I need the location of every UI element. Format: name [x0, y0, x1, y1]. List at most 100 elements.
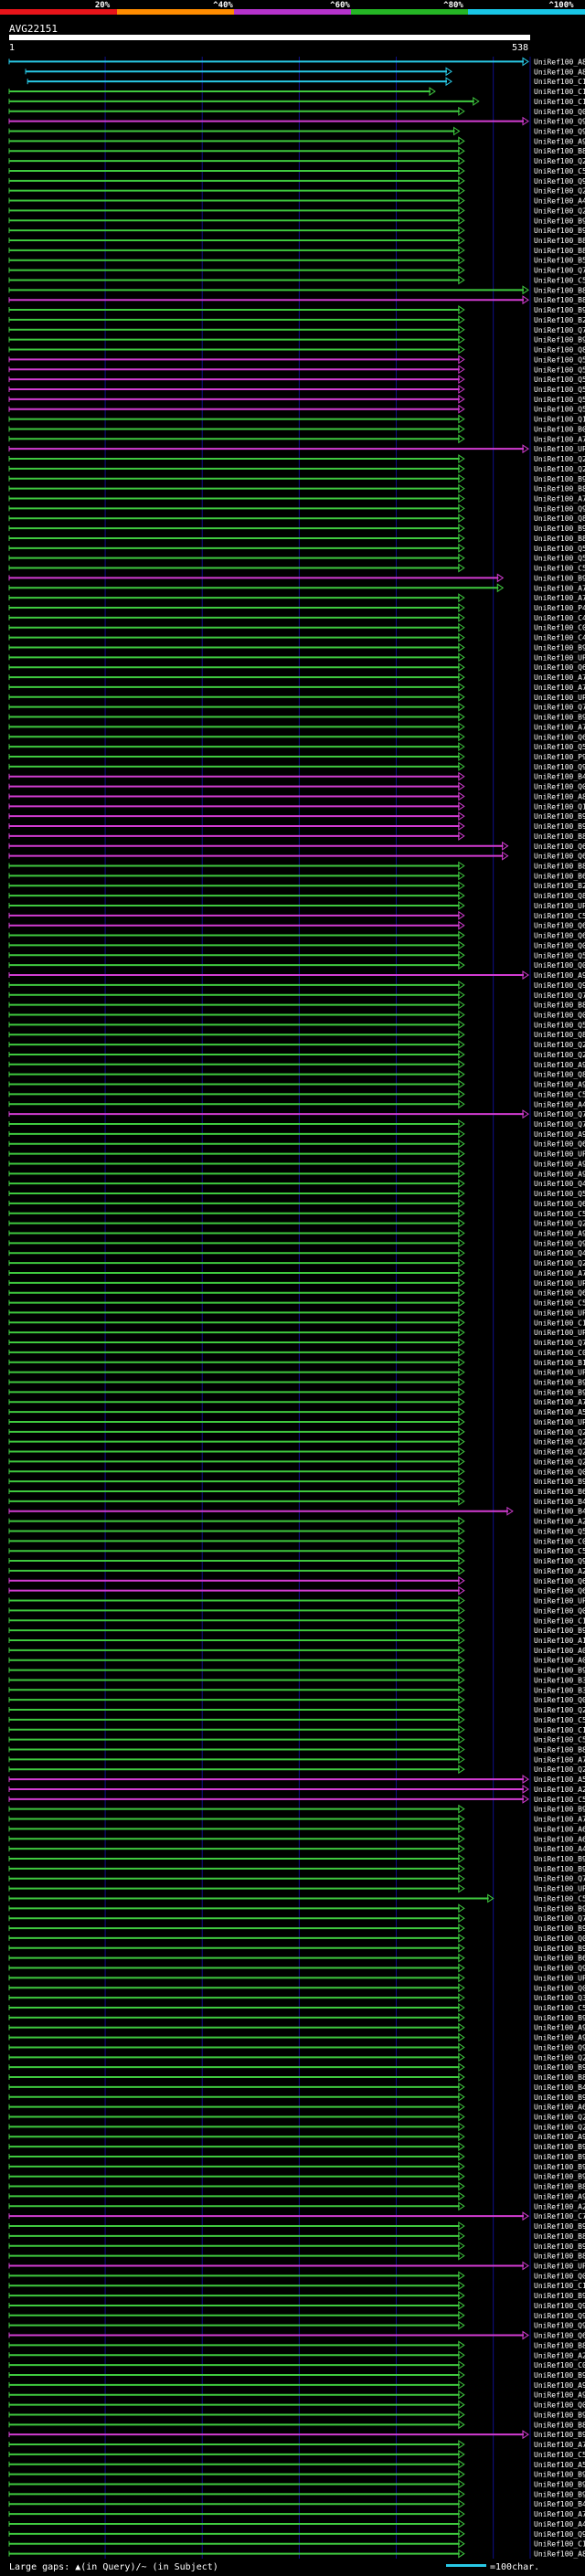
alignment-row[interactable]: UniRef100_C5WME1 — [8, 2449, 585, 2459]
alignment-row[interactable]: UniRef100_B8A8F8 — [8, 295, 585, 304]
row-label[interactable]: UniRef100_A7NUC8 — [534, 2510, 585, 2518]
row-label[interactable]: UniRef100_A9SX27 — [534, 1160, 585, 1168]
row-label[interactable]: UniRef100_A7P6J7 — [534, 1269, 585, 1277]
row-label[interactable]: UniRef100_A7PFK0 — [534, 1398, 585, 1406]
alignment-row[interactable]: UniRef100_B5B0E0 — [8, 255, 585, 265]
alignment-row[interactable]: UniRef100_Q6FQ04 — [8, 1139, 585, 1149]
alignment-row[interactable]: UniRef100_B9FWB1 — [8, 811, 585, 821]
alignment-row[interactable]: UniRef100_B9SGP5 — [8, 1863, 585, 1873]
alignment-row[interactable]: UniRef100_A7J9L8 — [8, 434, 585, 443]
row-label[interactable]: UniRef100_Q0D6S3 — [534, 1011, 585, 1019]
alignment-row[interactable]: UniRef100_Q7XN58 — [8, 1873, 585, 1883]
alignment-row[interactable]: UniRef100_C1E3M3 — [8, 2281, 585, 2290]
row-label[interactable]: UniRef100_Q0JD65 — [534, 961, 585, 970]
alignment-row[interactable]: UniRef100_C5X6W2 — [8, 1714, 585, 1724]
row-label[interactable]: UniRef100_A7J9L8 — [534, 435, 585, 443]
alignment-row[interactable]: UniRef100_A9S5N1 — [8, 2022, 585, 2032]
row-label[interactable]: UniRef100_Q93VD3 — [534, 127, 585, 135]
row-label[interactable]: UniRef100_Q7XL61 — [534, 991, 585, 1000]
alignment-row[interactable]: UniRef100_Q5Y383 — [8, 543, 585, 553]
row-label[interactable]: UniRef100_A2Z1D6 — [534, 1518, 585, 1526]
alignment-row[interactable]: UniRef100_B8AMV9 — [8, 831, 585, 841]
row-label[interactable]: UniRef100_B9N616 — [534, 525, 585, 533]
alignment-row[interactable]: UniRef100_Q9FY33 — [8, 116, 585, 126]
alignment-row[interactable]: UniRef100_Q93VD4 — [8, 175, 585, 186]
row-label[interactable]: UniRef100_A4S8B3 — [534, 1100, 585, 1108]
alignment-row[interactable]: UniRef100_A7J9L7 — [8, 593, 585, 602]
row-label[interactable]: UniRef100_UP1000... — [534, 653, 585, 662]
alignment-row[interactable]: UniRef100_C1FG96 — [8, 96, 585, 106]
row-label[interactable]: UniRef100_Q94G28 — [534, 763, 585, 771]
row-label[interactable]: UniRef100_Q94G14 — [534, 504, 585, 513]
row-label[interactable]: UniRef100_C5YUJ8 — [534, 1736, 585, 1744]
row-label[interactable]: UniRef100_Q5Y383 — [534, 545, 585, 553]
row-label[interactable]: UniRef100_Q5XCY5 — [534, 743, 585, 751]
alignment-row[interactable]: UniRef100_Q5Y167 — [8, 394, 585, 404]
row-label[interactable]: UniRef100_Q94HA4 — [534, 1965, 585, 1973]
row-label[interactable]: UniRef100_B9FWB1 — [534, 812, 585, 821]
row-label[interactable]: UniRef100_B1Q3W9 — [534, 1359, 585, 1367]
alignment-row[interactable]: UniRef100_UP1000... — [8, 692, 585, 702]
row-label[interactable]: UniRef100_B8A3Z3 — [534, 247, 585, 255]
row-label[interactable]: UniRef100_B9RBZ4 — [534, 2222, 585, 2231]
alignment-row[interactable]: UniRef100_B9P9Q7 — [8, 226, 585, 235]
row-label[interactable]: UniRef100_A7PLE5 — [534, 494, 585, 503]
alignment-row[interactable]: UniRef100_C1HPS8 — [8, 2539, 585, 2549]
alignment-row[interactable]: UniRef100_C1FFE1 — [8, 1318, 585, 1327]
alignment-row[interactable]: UniRef100_Q5YL09 — [8, 355, 585, 364]
row-label[interactable]: UniRef100_C1FMR3 — [534, 1617, 585, 1625]
row-label[interactable]: UniRef100_B9RMH6 — [534, 2094, 585, 2102]
row-label[interactable]: UniRef100_Q6YYK9 — [534, 2332, 585, 2340]
row-label[interactable]: UniRef100_B9P839 — [534, 2242, 585, 2251]
row-label[interactable]: UniRef100_Q2Z2C7 — [534, 187, 585, 196]
row-label[interactable]: UniRef100_Q7FBY4 — [534, 1110, 585, 1118]
alignment-row[interactable]: UniRef100_B8APC9 — [8, 2181, 585, 2191]
alignment-row[interactable]: UniRef100_B4FD86 — [8, 1506, 585, 1516]
row-label[interactable]: UniRef100_B9FGB6 — [534, 2371, 585, 2380]
row-label[interactable]: UniRef100_B8A3P6 — [534, 147, 585, 155]
alignment-row[interactable]: UniRef100_Q2TG33 — [8, 1258, 585, 1267]
alignment-row[interactable]: UniRef100_A2Z1D6 — [8, 1516, 585, 1526]
alignment-row[interactable]: UniRef100_Q2ZN27 — [8, 454, 585, 463]
alignment-row[interactable]: UniRef100_UP1000... — [8, 1973, 585, 1982]
alignment-row[interactable]: UniRef100_B9N616 — [8, 524, 585, 533]
row-label[interactable]: UniRef100_A1YKH1 — [534, 1637, 585, 1645]
row-label[interactable]: UniRef100_A7PNN8 — [534, 2441, 585, 2449]
row-label[interactable]: UniRef100_B9P9Q7 — [534, 227, 585, 235]
alignment-row[interactable]: UniRef100_A7PLE5 — [8, 493, 585, 503]
alignment-row[interactable]: UniRef100_A5BRJ8 — [8, 1407, 585, 1416]
alignment-row[interactable]: UniRef100_B8AS28 — [8, 2231, 585, 2241]
row-label[interactable]: UniRef100_B9FCV0 — [534, 475, 585, 483]
alignment-row[interactable]: UniRef100_Q03914 — [8, 1695, 585, 1704]
row-label[interactable]: UniRef100_A5B5J8 — [534, 1776, 585, 1784]
alignment-row[interactable]: UniRef100_B9H459 — [8, 216, 585, 225]
alignment-row[interactable]: UniRef100_Q2Z2C7 — [8, 186, 585, 196]
alignment-row[interactable]: UniRef100_C5X8H2 — [8, 910, 585, 920]
row-label[interactable]: UniRef100_Q1OGU2 — [534, 416, 585, 424]
row-label[interactable]: UniRef100_UP1000... — [534, 902, 585, 910]
alignment-row[interactable]: UniRef100_A2Y997 — [8, 1565, 585, 1575]
alignment-row[interactable]: UniRef100_B9FBH1 — [8, 2171, 585, 2181]
row-label[interactable]: UniRef100_Q5YGP8 — [534, 1021, 585, 1029]
row-label[interactable]: UniRef100_Q5Y383 — [534, 555, 585, 563]
row-label[interactable]: UniRef100_UP1000... — [534, 1309, 585, 1317]
row-label[interactable]: UniRef100_UP1000... — [534, 2262, 585, 2270]
row-label[interactable]: UniRef100_Q5Y384 — [534, 366, 585, 374]
row-label[interactable]: UniRef100_A9SZ03 — [534, 2133, 585, 2141]
alignment-row[interactable]: UniRef100_C5Y928 — [8, 563, 585, 573]
alignment-row[interactable]: UniRef100_C0PNH8 — [8, 2360, 585, 2369]
row-label[interactable]: UniRef100_B9GNL6 — [534, 2471, 585, 2479]
row-label[interactable]: UniRef100_A9SZS7 — [534, 1230, 585, 1238]
alignment-row[interactable]: UniRef100_Q7XL61 — [8, 990, 585, 1000]
alignment-row[interactable]: UniRef100_A9NW46 — [8, 2380, 585, 2390]
row-label[interactable]: UniRef100_C5X3X0 — [534, 1547, 585, 1555]
row-label[interactable]: UniRef100_C1FG96 — [534, 98, 585, 106]
row-label[interactable]: UniRef100_A7J9L7 — [534, 594, 585, 602]
row-label[interactable]: UniRef100_B9FTW1 — [534, 1627, 585, 1635]
alignment-row[interactable]: UniRef100_C1FMR3 — [8, 1616, 585, 1625]
alignment-row[interactable]: UniRef100_UP1000... — [8, 652, 585, 662]
row-label[interactable]: UniRef100_Q9FY33 — [534, 118, 585, 126]
alignment-row[interactable]: UniRef100_Q012N7 — [8, 940, 585, 949]
row-label[interactable]: UniRef100_C1EG05 — [534, 78, 585, 86]
row-label[interactable]: UniRef100_B9GM36 — [534, 2431, 585, 2439]
